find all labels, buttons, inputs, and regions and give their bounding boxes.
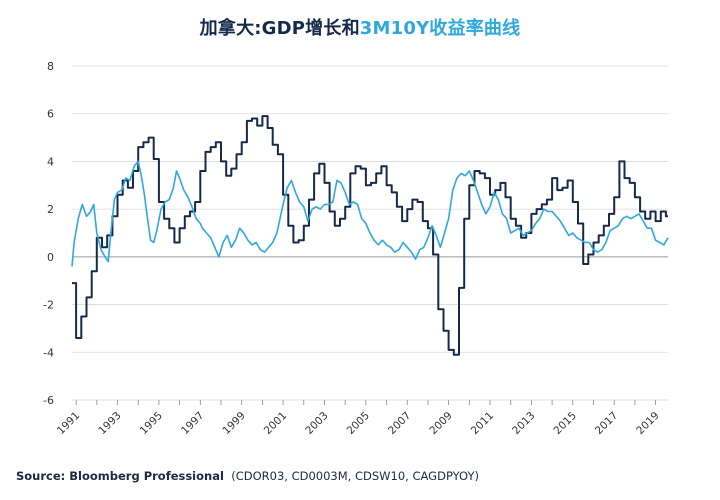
y-tick-label: 4	[47, 155, 54, 168]
series-layer	[71, 115, 669, 356]
x-tick-label: 2003	[303, 410, 330, 437]
source-label: Source: Bloomberg Professional	[16, 469, 224, 483]
x-tick-label: 1995	[138, 410, 165, 437]
x-tick-label: 2011	[469, 410, 496, 437]
series-curve-line	[71, 160, 669, 267]
gridlines	[72, 65, 668, 401]
chart-title-part1: 加拿大:GDP增长和	[199, 18, 360, 39]
y-tick-label: -4	[43, 346, 54, 359]
y-tick-label: 6	[47, 108, 54, 121]
y-axis-ticks: 8 6 4 2 0 -2 -4 -6	[43, 60, 54, 407]
x-tick-label: 1991	[55, 410, 82, 437]
chart-title: 加拿大:GDP增长和3M10Y收益率曲线	[0, 14, 720, 40]
x-axis-ticks: 1991 1993 1995 1997 1999 2001 2003 2005 2007 2009…	[55, 400, 662, 437]
y-tick-label: 2	[47, 203, 54, 216]
x-tick-label: 2005	[345, 410, 372, 437]
x-tick-label: 2001	[262, 410, 289, 437]
y-tick-label: -2	[43, 299, 54, 312]
source-detail: (CDOR03, CD0003M, CDSW10, CAGDPYOY)	[231, 469, 479, 483]
x-tick-label: 2019	[634, 410, 661, 437]
source-note: Source: Bloomberg Professional (CDOR03, …	[16, 469, 479, 483]
y-tick-label: 8	[47, 60, 54, 73]
x-tick-label: 2013	[510, 410, 537, 437]
y-tick-label: -6	[43, 394, 54, 407]
x-tick-label: 2009	[427, 410, 454, 437]
x-tick-label: 2015	[552, 410, 579, 437]
x-tick-label: 1997	[179, 410, 206, 437]
x-tick-label: 1999	[220, 410, 247, 437]
series-gdp-line	[72, 115, 668, 356]
x-tick-label: 1993	[96, 410, 123, 437]
chart-title-part2: 3M10Y收益率曲线	[359, 18, 521, 39]
x-tick-label: 2017	[593, 410, 620, 437]
x-tick-label: 2007	[386, 410, 413, 437]
y-tick-label: 0	[47, 251, 54, 264]
